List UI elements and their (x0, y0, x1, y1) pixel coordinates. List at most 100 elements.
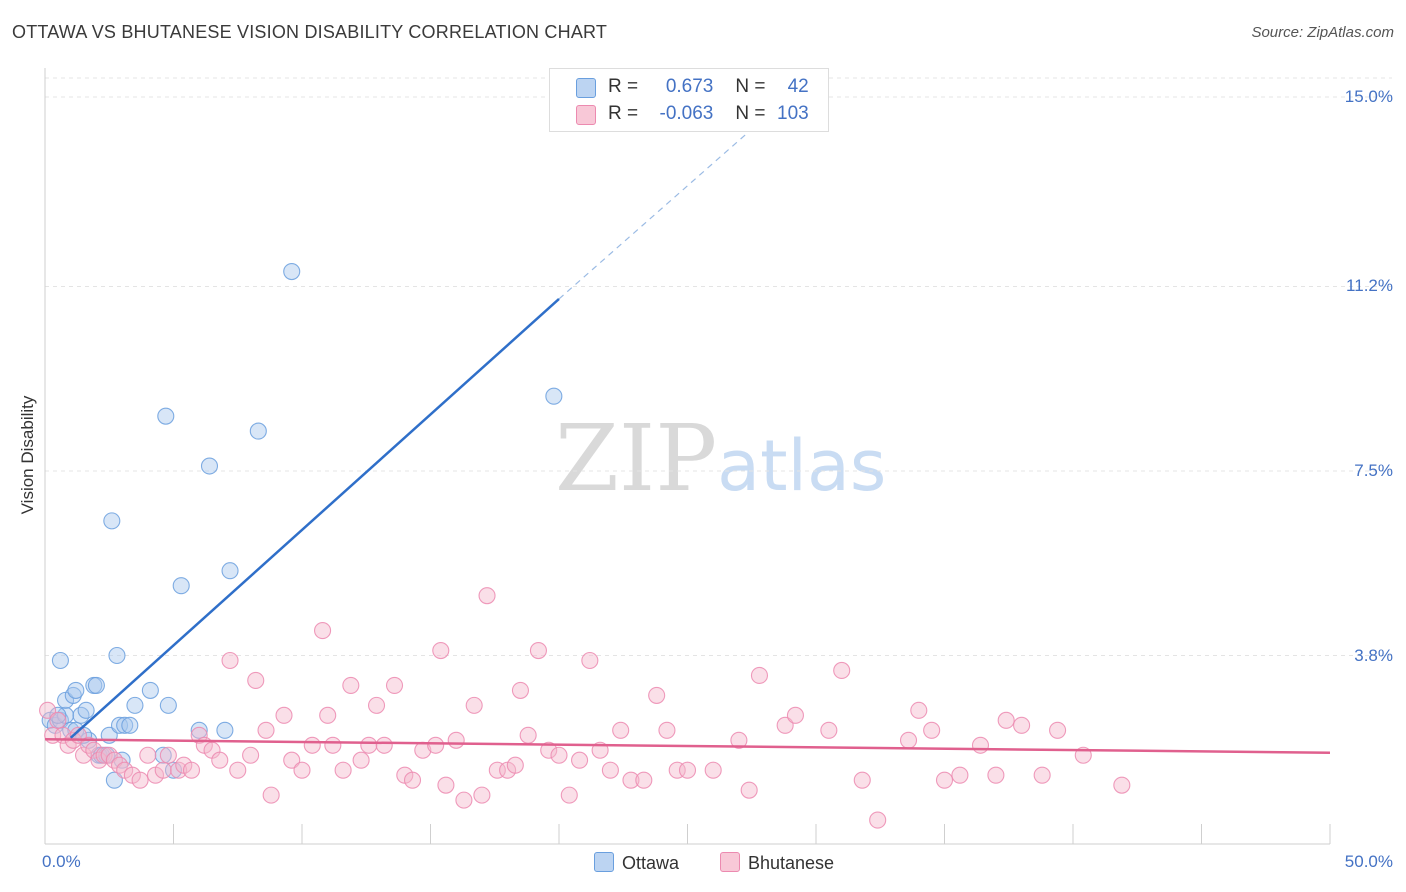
point-bhutanese (131, 771, 149, 789)
bottom-legend-swatch-ottawa (594, 852, 614, 872)
point-ottawa (545, 387, 563, 405)
legend-r-value-bhutanese: -0.063 (659, 103, 714, 124)
point-bhutanese (334, 761, 352, 779)
y-axis-label: Vision Disability (18, 395, 37, 515)
point-bhutanese (971, 736, 990, 754)
point-bhutanese (229, 761, 247, 779)
point-ottawa (200, 457, 219, 475)
legend-row-bhutanese: R = -0.063 N = 103 (550, 100, 828, 128)
point-bhutanese (211, 751, 229, 769)
bottom-legend-label-bhutanese: Bhutanese (748, 853, 835, 873)
point-bhutanese (139, 746, 157, 764)
point-ottawa (67, 681, 85, 699)
point-ottawa (49, 706, 67, 724)
point-bhutanese (293, 761, 311, 779)
point-bhutanese (105, 751, 123, 769)
point-bhutanese (403, 771, 422, 789)
point-ottawa (116, 716, 134, 734)
point-ottawa (105, 771, 123, 789)
point-bhutanese (560, 786, 578, 804)
point-bhutanese (750, 666, 769, 685)
trend-line-ottawa-extension (558, 126, 755, 300)
point-bhutanese (283, 751, 301, 769)
x-tick-min: 0.0% (42, 852, 81, 871)
legend-n-value-ottawa: 42 (787, 76, 809, 97)
point-ottawa (159, 696, 177, 714)
legend-n-label: N = (735, 103, 771, 124)
point-bhutanese (506, 756, 524, 774)
y-tick-label: 7.5% (1354, 461, 1393, 480)
point-bhutanese (447, 731, 465, 749)
point-bhutanese (375, 736, 393, 754)
point-bhutanese (342, 676, 360, 694)
point-bhutanese (324, 736, 342, 754)
point-bhutanese (352, 751, 370, 769)
legend-r-value-ottawa: 0.673 (665, 76, 714, 97)
point-ottawa (164, 761, 183, 779)
point-bhutanese (247, 671, 265, 689)
point-bhutanese (182, 761, 201, 779)
point-bhutanese (478, 587, 496, 605)
point-bhutanese (935, 771, 954, 789)
y-tick-label: 15.0% (1344, 87, 1393, 106)
point-bhutanese (1013, 716, 1031, 734)
point-bhutanese (923, 721, 941, 739)
point-bhutanese (170, 761, 188, 779)
point-bhutanese (95, 746, 113, 764)
bottom-legend-label-ottawa: Ottawa (622, 853, 680, 873)
point-ottawa (154, 746, 172, 764)
point-bhutanese (511, 681, 530, 699)
point-bhutanese (987, 766, 1005, 784)
point-bhutanese (1049, 721, 1067, 739)
watermark: ZIPatlas (555, 405, 886, 512)
point-bhutanese (110, 756, 129, 774)
point-bhutanese (432, 641, 450, 660)
point-bhutanese (465, 696, 483, 714)
legend-swatch-ottawa (576, 78, 596, 98)
point-bhutanese (622, 771, 640, 789)
point-bhutanese (529, 641, 547, 660)
point-bhutanese (899, 731, 918, 749)
point-bhutanese (473, 786, 491, 804)
point-bhutanese (678, 761, 697, 779)
point-bhutanese (360, 736, 378, 754)
point-ottawa (157, 407, 175, 425)
point-bhutanese (1033, 766, 1051, 784)
grid (45, 77, 1392, 657)
point-bhutanese (612, 721, 630, 739)
point-bhutanese (154, 761, 172, 779)
point-ottawa (249, 422, 267, 440)
source-label: Source: ZipAtlas.com (1251, 24, 1394, 41)
legend-r-label: R = (608, 76, 644, 97)
point-bhutanese (776, 716, 794, 734)
point-bhutanese (159, 746, 177, 764)
point-bhutanese (853, 771, 871, 789)
point-bhutanese (221, 651, 239, 670)
point-bhutanese (75, 746, 93, 764)
point-bhutanese (740, 781, 758, 799)
point-bhutanese (658, 721, 676, 739)
point-ottawa (103, 512, 121, 530)
chart-title: OTTAWA VS BHUTANESE VISION DISABILITY CO… (12, 22, 608, 42)
point-ottawa (72, 706, 90, 724)
legend-row-ottawa: R = 0.673 N = 42 (550, 73, 828, 101)
point-ottawa (216, 721, 234, 739)
legend-r-label: R = (608, 103, 644, 124)
point-bhutanese (367, 696, 386, 714)
point-bhutanese (1113, 776, 1131, 794)
point-bhutanese (540, 741, 558, 759)
point-bhutanese (704, 761, 722, 779)
bottom-legend-ottawa: Ottawa (594, 852, 679, 874)
axes (44, 68, 1331, 845)
point-ottawa (77, 701, 95, 719)
point-ottawa (87, 676, 105, 694)
point-ottawa (190, 721, 208, 739)
point-bhutanese (668, 761, 686, 779)
point-bhutanese (100, 746, 118, 764)
legend-swatch-bhutanese (576, 105, 596, 125)
point-ottawa (121, 716, 139, 734)
point-bhutanese (786, 706, 804, 724)
trend-lines (44, 126, 1331, 754)
point-bhutanese (820, 721, 838, 739)
